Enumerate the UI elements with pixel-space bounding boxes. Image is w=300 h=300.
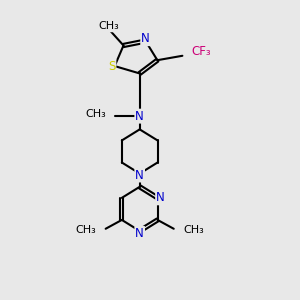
Text: CH₃: CH₃ [183, 225, 204, 235]
Text: S: S [108, 60, 116, 73]
Text: N: N [141, 32, 150, 45]
Text: CH₃: CH₃ [76, 225, 96, 235]
Text: CH₃: CH₃ [86, 109, 106, 119]
Text: N: N [156, 191, 165, 204]
Text: N: N [135, 227, 144, 240]
Text: N: N [135, 169, 144, 182]
Text: N: N [135, 110, 144, 123]
Text: CH₃: CH₃ [98, 21, 119, 31]
Text: CF₃: CF₃ [191, 45, 211, 58]
